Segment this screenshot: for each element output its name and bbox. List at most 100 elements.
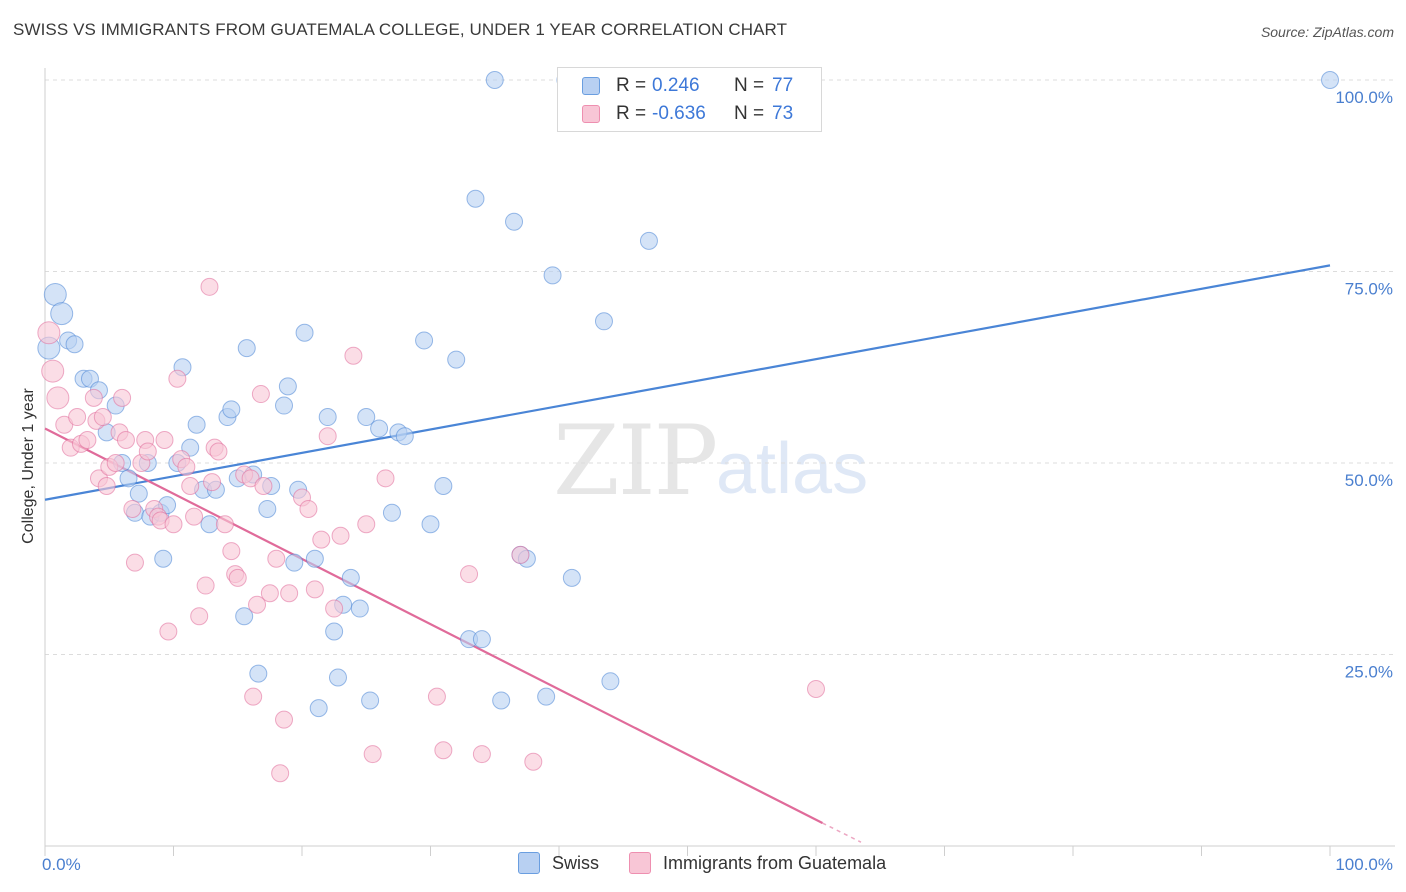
axes bbox=[44, 68, 1395, 856]
data-point bbox=[511, 545, 530, 564]
data-points bbox=[37, 71, 1339, 783]
data-point bbox=[267, 549, 286, 568]
swiss-points bbox=[37, 71, 1339, 718]
data-point bbox=[228, 568, 247, 587]
data-point bbox=[185, 507, 204, 526]
r-value: -0.636 bbox=[652, 103, 706, 124]
legend-row-guatemala: R = -0.636 N = 73 bbox=[582, 101, 793, 127]
data-point bbox=[415, 331, 434, 350]
guatemala-swatch bbox=[582, 105, 600, 123]
data-point bbox=[434, 741, 453, 760]
data-point bbox=[254, 476, 273, 495]
data-point bbox=[492, 691, 511, 710]
data-point bbox=[65, 335, 84, 354]
data-point bbox=[50, 302, 74, 326]
data-point bbox=[325, 599, 344, 618]
data-point bbox=[248, 595, 267, 614]
legend-item-swiss[interactable]: Swiss bbox=[518, 852, 599, 874]
guatemala-points bbox=[37, 277, 825, 783]
swiss-swatch bbox=[518, 852, 540, 874]
data-point bbox=[119, 469, 138, 488]
data-point bbox=[106, 454, 125, 472]
legend-label: Swiss bbox=[552, 852, 600, 873]
data-point bbox=[235, 607, 254, 626]
data-point bbox=[395, 427, 414, 446]
data-point bbox=[427, 687, 446, 706]
data-point bbox=[363, 745, 382, 764]
data-point bbox=[524, 752, 543, 771]
data-point bbox=[113, 388, 132, 407]
data-point bbox=[237, 339, 256, 358]
y-axis-label: College, Under 1 year bbox=[20, 388, 37, 544]
data-point bbox=[275, 396, 294, 415]
data-point bbox=[190, 607, 209, 626]
x-tick-label: 100.0% bbox=[1335, 855, 1393, 874]
data-point bbox=[434, 476, 453, 495]
legend-item-guatemala[interactable]: Immigrants from Guatemala bbox=[629, 852, 886, 874]
data-point bbox=[639, 231, 658, 250]
data-point bbox=[376, 469, 395, 488]
data-point bbox=[164, 515, 183, 534]
data-point bbox=[295, 323, 314, 342]
data-point bbox=[209, 442, 228, 461]
data-point bbox=[215, 515, 234, 534]
y-tick-label: 100.0% bbox=[1335, 88, 1393, 107]
data-point bbox=[41, 359, 65, 383]
chart-title: SWISS VS IMMIGRANTS FROM GUATEMALA COLLE… bbox=[13, 20, 788, 39]
data-point bbox=[251, 385, 270, 404]
data-point bbox=[312, 530, 331, 549]
y-tick-label: 25.0% bbox=[1345, 663, 1393, 682]
data-point bbox=[285, 553, 304, 572]
data-point bbox=[280, 584, 299, 603]
trend-lines bbox=[44, 264, 1331, 843]
data-point bbox=[382, 503, 401, 522]
data-point bbox=[168, 369, 187, 388]
n-value: 73 bbox=[772, 103, 794, 124]
data-point bbox=[123, 499, 142, 518]
y-tick-label: 50.0% bbox=[1345, 471, 1393, 490]
n-value: 77 bbox=[772, 75, 794, 96]
data-point bbox=[43, 282, 67, 306]
data-point bbox=[537, 687, 556, 706]
data-point bbox=[318, 427, 337, 446]
data-point bbox=[421, 515, 440, 534]
data-point bbox=[807, 679, 825, 698]
x-tick-label: 0.0% bbox=[42, 855, 81, 874]
data-point bbox=[97, 476, 116, 495]
data-point bbox=[181, 476, 200, 495]
watermark-zip: ZIP bbox=[553, 405, 718, 517]
data-point bbox=[68, 408, 87, 427]
data-point bbox=[155, 431, 174, 450]
guatemala-trend-extension bbox=[822, 822, 862, 843]
guatemala-swatch bbox=[629, 852, 652, 874]
data-point bbox=[154, 549, 173, 568]
n-label: N = bbox=[734, 103, 765, 124]
data-point bbox=[331, 526, 350, 545]
data-point bbox=[125, 553, 144, 572]
data-point bbox=[222, 542, 241, 561]
data-point bbox=[472, 745, 491, 764]
data-point bbox=[37, 321, 61, 345]
data-point bbox=[309, 699, 328, 718]
data-point bbox=[562, 568, 581, 587]
r-value: 0.246 bbox=[652, 75, 700, 96]
data-point bbox=[249, 664, 268, 683]
data-point bbox=[278, 377, 297, 396]
grid-lines bbox=[45, 79, 1395, 655]
data-point bbox=[305, 580, 324, 599]
y-tick-label: 75.0% bbox=[1345, 280, 1393, 299]
data-point bbox=[260, 584, 279, 603]
data-point bbox=[543, 266, 562, 285]
data-point bbox=[1321, 71, 1339, 89]
data-point bbox=[447, 350, 466, 369]
data-point bbox=[350, 599, 369, 618]
legend-label: Immigrants from Guatemala bbox=[663, 852, 887, 873]
data-point bbox=[601, 672, 620, 691]
axis-labels: 25.0% 50.0% 75.0% 100.0% 0.0% 100.0% College, … bbox=[20, 88, 1393, 874]
data-point bbox=[78, 431, 97, 450]
data-point bbox=[505, 212, 524, 231]
data-point bbox=[318, 408, 337, 427]
series-legend: Swiss Immigrants from Guatemala bbox=[518, 852, 916, 874]
data-point bbox=[138, 442, 157, 461]
data-point bbox=[116, 431, 135, 450]
